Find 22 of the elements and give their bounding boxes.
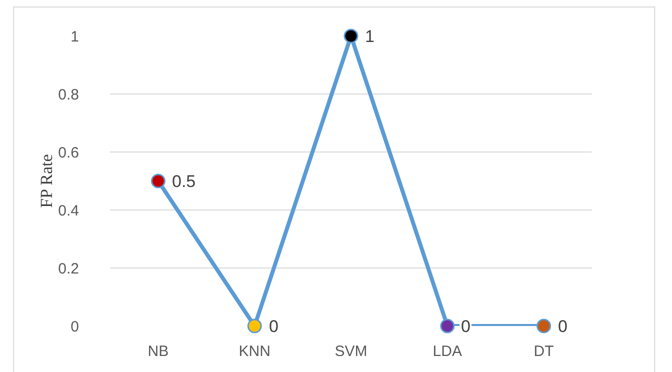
data-label: 1 bbox=[365, 27, 374, 46]
data-label: 0.5 bbox=[172, 172, 196, 191]
point bbox=[344, 28, 358, 44]
x-tick-label: NB bbox=[148, 343, 169, 360]
y-tick-label: 0.4 bbox=[58, 202, 79, 220]
x-tick-label: LDA bbox=[432, 343, 462, 360]
y-tick-label: 1 bbox=[70, 28, 79, 46]
x-tick-label: DT bbox=[534, 343, 554, 360]
point bbox=[440, 318, 455, 334]
y-tick-label: 0.8 bbox=[58, 86, 79, 104]
y-axis-title: FP Rate bbox=[37, 154, 56, 208]
y-tick-label: 0.2 bbox=[58, 260, 79, 278]
x-tick-label: KNN bbox=[238, 343, 270, 360]
y-tick-label: 0.6 bbox=[58, 144, 79, 162]
data-label: 0 bbox=[558, 317, 568, 336]
y-tick-label: 0 bbox=[70, 318, 79, 336]
point bbox=[247, 318, 262, 334]
x-tick-label: SVM bbox=[334, 343, 368, 360]
data-label: 0 bbox=[269, 317, 278, 336]
data-label: 0 bbox=[461, 317, 470, 336]
point bbox=[150, 174, 166, 188]
point bbox=[536, 318, 552, 334]
